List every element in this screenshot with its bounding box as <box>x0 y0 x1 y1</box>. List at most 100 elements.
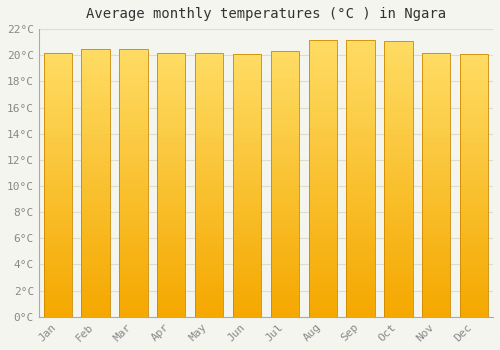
Bar <box>346 78 375 84</box>
Bar <box>195 201 224 206</box>
Bar <box>119 102 148 108</box>
Bar <box>195 312 224 317</box>
Bar <box>82 183 110 188</box>
Bar <box>422 312 450 317</box>
Bar <box>157 163 186 169</box>
Bar <box>119 194 148 199</box>
Bar <box>384 124 412 129</box>
Bar <box>460 270 488 275</box>
Bar <box>308 95 337 100</box>
Bar <box>460 180 488 186</box>
Bar <box>119 76 148 81</box>
Bar <box>384 113 412 118</box>
Bar <box>422 153 450 158</box>
Bar <box>44 253 72 259</box>
Bar <box>308 51 337 56</box>
Bar <box>308 156 337 161</box>
Bar <box>460 70 488 75</box>
Bar <box>384 261 412 267</box>
Bar <box>270 189 299 195</box>
Bar <box>82 306 110 312</box>
Bar <box>157 174 186 180</box>
Bar <box>308 300 337 306</box>
Bar <box>384 306 412 311</box>
Bar <box>82 113 110 118</box>
Bar <box>384 195 412 201</box>
Bar <box>422 269 450 274</box>
Bar <box>119 134 148 140</box>
Bar <box>157 280 186 285</box>
Bar <box>422 174 450 180</box>
Bar <box>308 178 337 184</box>
Bar <box>422 74 450 79</box>
Bar <box>119 231 148 236</box>
Bar <box>346 211 375 217</box>
Bar <box>119 204 148 210</box>
Bar <box>157 69 186 74</box>
Bar <box>82 226 110 231</box>
Bar <box>384 102 412 107</box>
Bar <box>233 259 261 264</box>
Bar <box>157 63 186 69</box>
Bar <box>82 86 110 92</box>
Bar <box>308 73 337 78</box>
Bar <box>157 105 186 111</box>
Bar <box>270 221 299 226</box>
Bar <box>270 253 299 258</box>
Bar <box>346 84 375 90</box>
Bar <box>44 306 72 312</box>
Bar <box>157 206 186 211</box>
Bar <box>119 268 148 274</box>
Bar <box>195 253 224 259</box>
Bar <box>346 184 375 189</box>
Bar <box>119 140 148 145</box>
Bar <box>270 62 299 67</box>
Bar <box>233 148 261 154</box>
Bar <box>346 117 375 123</box>
Bar <box>308 217 337 223</box>
Bar <box>270 205 299 211</box>
Bar <box>422 264 450 269</box>
Bar <box>270 269 299 274</box>
Bar <box>195 269 224 274</box>
Bar <box>384 107 412 113</box>
Bar <box>422 127 450 132</box>
Bar <box>460 91 488 96</box>
Bar <box>82 108 110 113</box>
Bar <box>119 236 148 242</box>
Bar <box>422 216 450 222</box>
Bar <box>82 177 110 183</box>
Bar <box>308 200 337 206</box>
Bar <box>346 300 375 306</box>
Bar <box>308 272 337 278</box>
Bar <box>119 156 148 161</box>
Bar <box>308 45 337 51</box>
Bar <box>44 142 72 148</box>
Bar <box>157 190 186 195</box>
Bar <box>82 215 110 220</box>
Bar <box>119 177 148 183</box>
Bar <box>346 245 375 250</box>
Bar <box>119 188 148 194</box>
Bar <box>422 222 450 227</box>
Bar <box>82 92 110 97</box>
Bar <box>82 295 110 301</box>
Bar <box>44 248 72 253</box>
Bar <box>270 89 299 94</box>
Bar <box>195 232 224 238</box>
Bar <box>270 51 299 317</box>
Bar <box>384 289 412 295</box>
Bar <box>233 143 261 148</box>
Bar <box>233 64 261 70</box>
Bar <box>384 140 412 146</box>
Bar <box>195 227 224 232</box>
Bar <box>233 133 261 138</box>
Bar <box>233 196 261 201</box>
Bar <box>346 289 375 295</box>
Bar <box>82 124 110 129</box>
Bar <box>44 243 72 248</box>
Bar <box>308 206 337 211</box>
Bar <box>44 195 72 201</box>
Bar <box>308 184 337 189</box>
Bar <box>233 91 261 96</box>
